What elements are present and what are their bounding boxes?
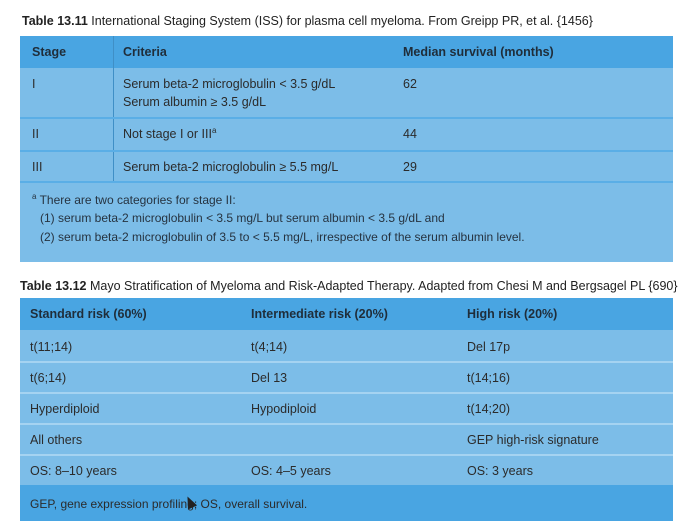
stage-cell: I xyxy=(32,77,36,91)
row-separator xyxy=(20,454,673,456)
row-separator xyxy=(20,361,673,363)
mayo-risk-table: Standard risk (60%) Intermediate risk (2… xyxy=(20,298,673,521)
criteria-cell: Serum albumin ≥ 3.5 g/dL xyxy=(123,95,267,109)
footnote-line: There are two categories for stage II: xyxy=(39,193,236,207)
table-cell: t(4;14) xyxy=(251,340,288,354)
row-separator xyxy=(20,150,673,152)
row-separator xyxy=(20,392,673,394)
column-divider xyxy=(113,36,114,181)
header-stage: Stage xyxy=(32,45,67,59)
survival-cell: 29 xyxy=(403,160,417,174)
caption-text: International Staging System (ISS) for p… xyxy=(91,14,593,28)
table-cell: OS: 3 years xyxy=(467,464,533,478)
table-footnote: GEP, gene expression profiling; OS, over… xyxy=(30,497,308,511)
criteria-cell: Serum beta-2 microglobulin < 3.5 g/dL xyxy=(123,77,336,91)
caption-text: Mayo Stratification of Myeloma and Risk-… xyxy=(89,279,678,293)
table-cell: t(6;14) xyxy=(30,371,67,385)
table-header-row xyxy=(20,36,673,68)
footnote-line: (1) serum beta-2 microglobulin < 3.5 mg/… xyxy=(40,211,445,225)
header-intermediate-risk: Intermediate risk (20%) xyxy=(251,307,388,321)
table-cell: OS: 4–5 years xyxy=(251,464,331,478)
table-header-row xyxy=(20,298,673,330)
survival-cell: 62 xyxy=(403,77,417,91)
table-cell: t(14;16) xyxy=(467,371,511,385)
header-median-survival: Median survival (months) xyxy=(403,45,554,59)
table-cell: All others xyxy=(30,433,83,447)
caption-number: Table 13.11 xyxy=(22,14,88,28)
table-cell: Del 13 xyxy=(251,371,288,385)
iss-staging-table: Stage Criteria Median survival (months) … xyxy=(20,36,673,262)
table-cell: t(14;20) xyxy=(467,402,511,416)
header-standard-risk: Standard risk (60%) xyxy=(30,307,147,321)
row-separator xyxy=(20,117,673,119)
table-cell: Del 17p xyxy=(467,340,511,354)
criteria-text: Not stage I or III xyxy=(123,127,212,141)
table-13-11-caption: Table 13.11 International Staging System… xyxy=(22,14,593,28)
header-criteria: Criteria xyxy=(123,45,167,59)
table-cell: t(11;14) xyxy=(30,340,73,354)
criteria-cell: Serum beta-2 microglobulin ≥ 5.5 mg/L xyxy=(123,160,339,174)
table-13-12-caption: Table 13.12 Mayo Stratification of Myelo… xyxy=(20,279,678,293)
table-footnote-band: GEP, gene expression profiling; OS, over… xyxy=(20,485,673,521)
stage-cell: II xyxy=(32,127,39,141)
stage-cell: III xyxy=(32,160,43,174)
footnote-line: (2) serum beta-2 microglobulin of 3.5 to… xyxy=(40,230,525,244)
criteria-cell: Not stage I or IIIa xyxy=(123,125,217,141)
table-cell: Hyperdiploid xyxy=(30,402,100,416)
row-separator xyxy=(20,423,673,425)
row-separator xyxy=(20,181,673,183)
footnote-marker: a xyxy=(211,125,217,135)
table-cell: Hypodiploid xyxy=(251,402,317,416)
table-footnote: a There are two categories for stage II: xyxy=(32,192,236,208)
table-cell: GEP high-risk signature xyxy=(467,433,599,447)
survival-cell: 44 xyxy=(403,127,417,141)
footnote-marker: a xyxy=(32,192,37,201)
caption-number: Table 13.12 xyxy=(20,279,87,293)
table-cell: OS: 8–10 years xyxy=(30,464,117,478)
header-high-risk: High risk (20%) xyxy=(467,307,558,321)
